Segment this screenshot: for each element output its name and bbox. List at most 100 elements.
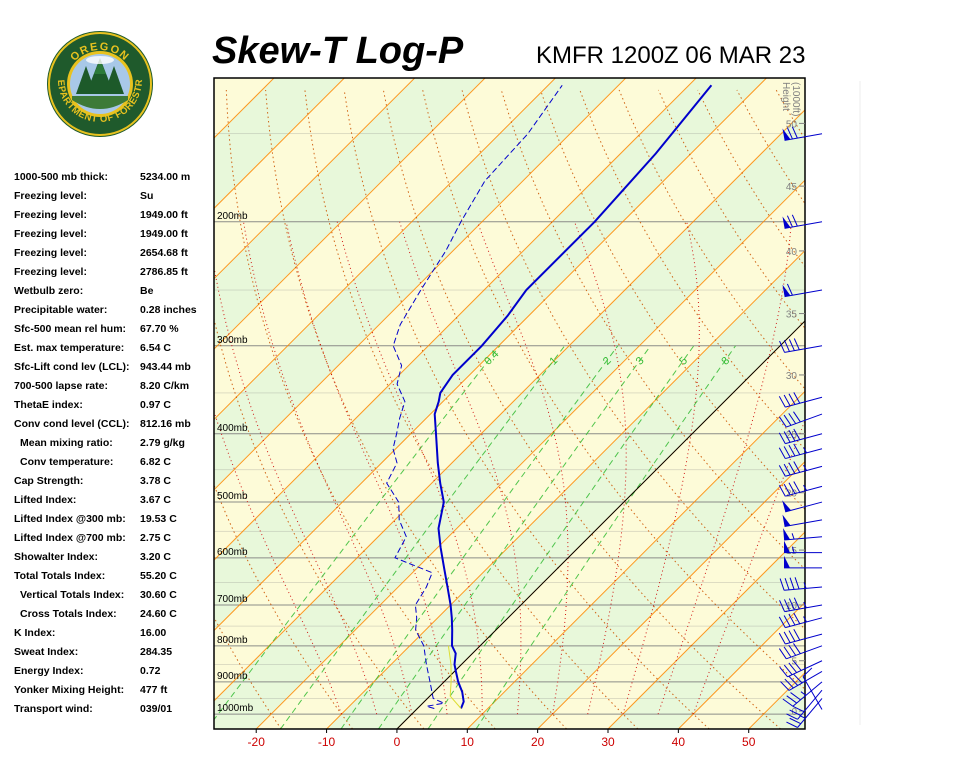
stat-row: Freezing level: 1949.00 ft xyxy=(14,206,210,225)
wind-barb-full xyxy=(779,600,786,612)
isotherm-line xyxy=(537,460,805,729)
dry-adiabat-line xyxy=(816,90,960,729)
stat-label: Conv cond level (CCL): xyxy=(14,418,130,430)
dry-adiabat-line xyxy=(855,90,960,729)
wind-barb-full xyxy=(789,717,802,725)
wind-barb-staff xyxy=(785,396,823,408)
temperature-band xyxy=(819,78,960,729)
x-tick-label: -20 xyxy=(248,735,266,749)
dry-adiabat-line xyxy=(214,317,425,729)
wind-barb-full xyxy=(789,577,795,590)
wind-barb-full xyxy=(786,713,798,720)
sounding-indices-panel: 1000-500 mb thick: 5234.00 m Freezing leve… xyxy=(14,168,210,719)
wind-barb-half xyxy=(803,582,807,589)
wind-barb-half xyxy=(791,533,795,540)
wind-barb-staff xyxy=(785,501,823,513)
wind-barb-flag xyxy=(784,555,790,568)
wind-barb xyxy=(786,689,823,720)
dry-adiabat-line xyxy=(265,89,567,729)
stat-value: 6.54 C xyxy=(140,342,171,354)
isotherm-line xyxy=(326,249,805,729)
wind-barb-staff xyxy=(784,133,823,141)
wind-barb-flag xyxy=(782,284,791,297)
wind-barb-full xyxy=(786,721,798,728)
stat-label: 1000-500 mb thick: xyxy=(14,171,108,183)
stat-label: Lifted Index @300 mb: xyxy=(14,513,126,525)
wind-barb-full xyxy=(784,340,790,352)
temperature-profile xyxy=(433,84,713,709)
temperature-band xyxy=(0,78,63,729)
wind-barb xyxy=(782,500,823,513)
wind-barb-full xyxy=(788,429,796,442)
height-tick-label: 30 xyxy=(786,371,798,382)
stat-label: Showalter Index: xyxy=(14,551,99,563)
stat-label: Lifted Index: xyxy=(14,494,77,506)
wind-barb-staff xyxy=(797,689,823,720)
stat-value: 6.82 C xyxy=(140,456,171,468)
wind-barb-full xyxy=(786,215,793,228)
wind-barb xyxy=(784,540,822,554)
wind-barb-staff xyxy=(797,698,823,728)
wind-barb xyxy=(802,667,823,710)
isotherm-line xyxy=(214,109,805,702)
stat-row: Transport wind: 039/01 xyxy=(14,700,210,719)
height-axis-title: Height xyxy=(780,82,791,111)
wind-barb-full xyxy=(791,214,798,227)
x-tick-label: 20 xyxy=(531,735,545,749)
wind-barb-full xyxy=(793,392,801,404)
stat-label: Est. max temperature: xyxy=(14,342,125,354)
stat-label: Freezing level: xyxy=(14,228,87,240)
moist-adiabat-line xyxy=(285,221,448,715)
wind-barb-full xyxy=(779,666,788,678)
wind-barb-half xyxy=(800,691,807,696)
stat-value: 2.75 C xyxy=(140,532,171,544)
stat-value: 812.16 mb xyxy=(140,418,191,430)
wind-barb xyxy=(782,214,823,229)
isotherm-line xyxy=(0,78,63,729)
wind-barb-flag xyxy=(782,128,791,141)
stat-label: Freezing level: xyxy=(14,190,87,202)
stat-value: 24.60 C xyxy=(140,608,177,620)
isotherm-line xyxy=(214,78,416,280)
stat-value: 0.97 C xyxy=(140,399,171,411)
stat-row: K Index: 16.00 xyxy=(14,624,210,643)
stat-row: Freezing level: Su xyxy=(14,187,210,206)
stat-row: Cap Strength: 3.78 C xyxy=(14,472,210,491)
x-tick-label: 0 xyxy=(394,735,401,749)
wind-barb-staff xyxy=(792,681,823,707)
temperature-band xyxy=(0,78,133,729)
wind-barb xyxy=(782,126,823,141)
stat-label: Sfc-500 mean rel hum: xyxy=(14,323,127,335)
stat-row: Est. max temperature: 6.54 C xyxy=(14,339,210,358)
stat-value: 2654.68 ft xyxy=(140,247,188,259)
wind-barb-full xyxy=(782,698,794,707)
stat-value: 30.60 C xyxy=(140,589,177,601)
wind-barb-full xyxy=(788,630,796,642)
stat-label: Total Totals Index: xyxy=(14,570,106,582)
wind-barb xyxy=(778,643,823,660)
wind-barb-half xyxy=(803,484,807,491)
wind-barb xyxy=(778,629,823,645)
isotherm-line xyxy=(0,78,204,729)
temperature-band xyxy=(0,78,204,729)
wind-barb-full xyxy=(783,414,792,426)
stat-label: Wetbulb zero: xyxy=(14,285,84,297)
stat-value: 943.44 mb xyxy=(140,361,191,373)
wind-barb-staff xyxy=(786,645,823,660)
stat-value: 477 ft xyxy=(140,684,168,696)
wind-barb-staff xyxy=(784,345,823,353)
stat-value: 284.35 xyxy=(140,646,173,658)
pressure-label: 300mb xyxy=(217,335,248,346)
x-tick-label: -10 xyxy=(318,735,336,749)
pressure-label: 900mb xyxy=(217,671,248,682)
mixing-ratio-line xyxy=(475,345,736,729)
wind-barb-staff xyxy=(786,413,823,428)
stat-row: Lifted Index @700 mb: 2.75 C xyxy=(14,529,210,548)
stat-row: ThetaE index: 0.97 C xyxy=(14,396,210,415)
wind-barb-full xyxy=(778,465,786,477)
pressure-label: 1000mb xyxy=(217,703,254,714)
wind-barb-full xyxy=(778,416,787,428)
stat-row: Precipitable water: 0.28 inches xyxy=(14,301,210,320)
wind-barb-half xyxy=(803,601,807,608)
